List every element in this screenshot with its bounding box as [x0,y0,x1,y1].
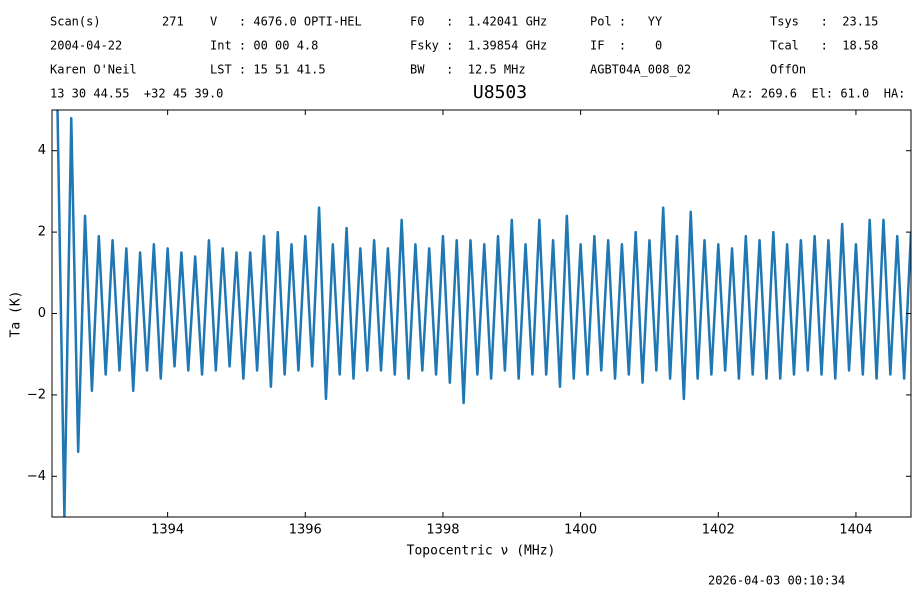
y-tick-label: −2 [27,387,46,402]
header-field: IF : 0 [590,39,662,53]
spectrum-line [56,110,911,517]
x-axis-label: Topocentric ν (MHz) [407,544,556,559]
y-tick-label: −4 [27,469,46,484]
x-tick-label: 1396 [289,523,322,538]
header-field: 271 [162,15,184,29]
header-field: Az: 269.6 El: 61.0 HA: [732,87,905,101]
x-tick-label: 1394 [151,523,184,538]
timestamp: 2026-04-03 00:10:34 [708,574,845,588]
y-tick-label: 4 [38,143,46,158]
header-field: LST : 15 51 41.5 [210,63,326,77]
header-field: OffOn [770,63,806,77]
header-field: Karen O'Neil [50,63,137,77]
header-field: AGBT04A_008_02 [590,63,691,77]
header-field: F0 : 1.42041 GHz [410,15,547,29]
chart-title: U8503 [473,82,527,103]
header-field: Scan(s) [50,15,101,29]
y-tick-label: 2 [38,225,46,240]
x-tick-label: 1404 [839,523,872,538]
header-field: BW : 12.5 MHz [410,63,526,77]
y-axis-label: Ta (K) [9,291,24,338]
header-field: V : 4676.0 OPTI-HEL [210,15,362,29]
header-field: Pol : YY [590,15,663,29]
header-field: 13 30 44.55 +32 45 39.0 [50,87,223,101]
header-field: Tcal : 18.58 [770,39,878,53]
x-tick-label: 1400 [564,523,597,538]
y-tick-label: 0 [38,306,46,321]
header-field: Tsys : 23.15 [770,15,878,29]
header-field: Int : 00 00 4.8 [210,39,318,53]
x-tick-label: 1402 [702,523,735,538]
x-tick-label: 1398 [426,523,459,538]
header-field: Fsky : 1.39854 GHz [410,39,547,53]
header-field: 2004-04-22 [50,39,122,53]
